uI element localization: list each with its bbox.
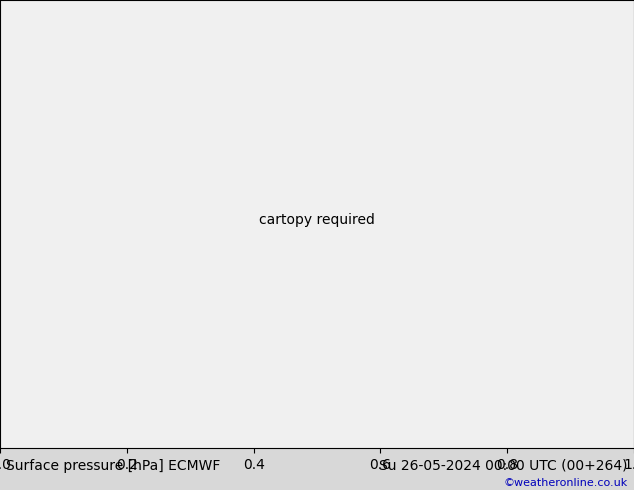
- Text: Su 26-05-2024 00:00 UTC (00+264): Su 26-05-2024 00:00 UTC (00+264): [379, 459, 628, 472]
- Text: Surface pressure [hPa] ECMWF: Surface pressure [hPa] ECMWF: [6, 459, 221, 472]
- Text: ©weatheronline.co.uk: ©weatheronline.co.uk: [503, 478, 628, 488]
- Text: cartopy required: cartopy required: [259, 213, 375, 227]
